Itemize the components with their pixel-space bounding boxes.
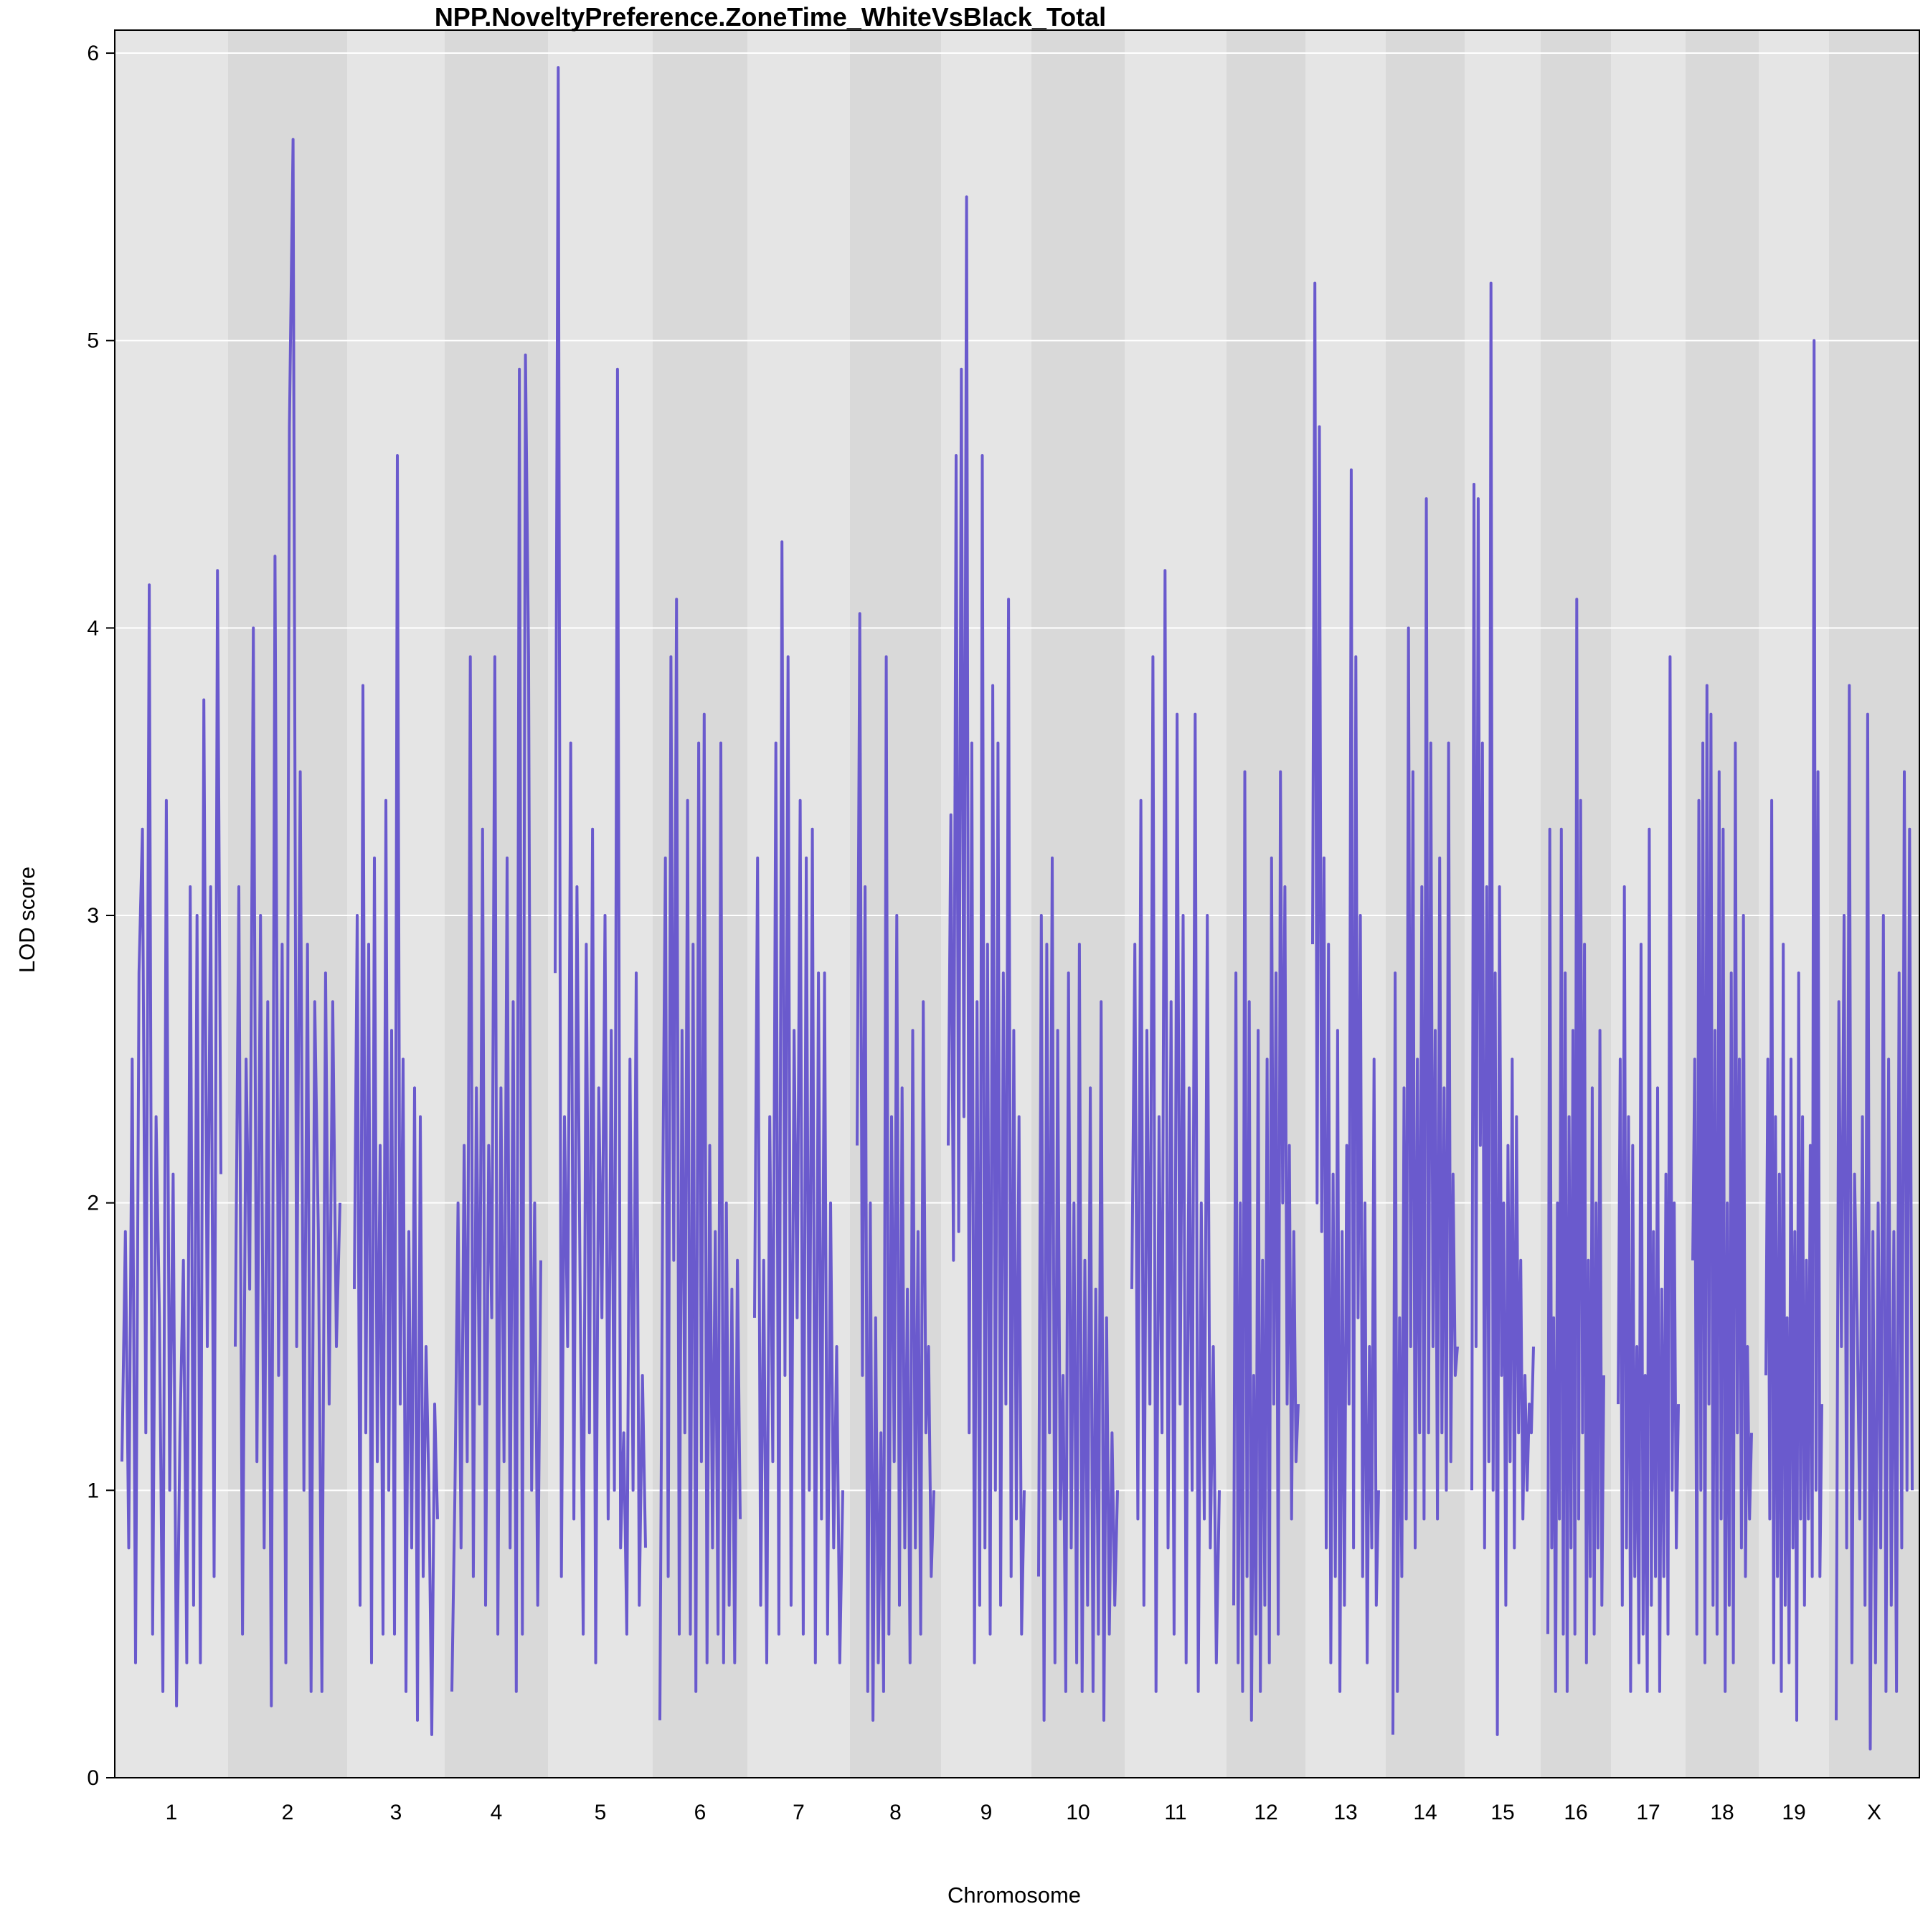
y-tick-label: 2 [87, 1192, 99, 1215]
y-tick-label: 5 [87, 329, 99, 353]
chromosome-band-5 [548, 30, 653, 1778]
lod-line-chr-1 [120, 569, 222, 1707]
lod-line-chr-3 [353, 454, 439, 1736]
lod-line-chr-13 [1311, 281, 1380, 1693]
x-axis-ticks: 1 2 3 4 5 6 7 8 9 10 11 12 13 14 15 16 17 18 19 X [166, 1801, 1881, 1824]
lod-line-chr-15 [1470, 281, 1535, 1736]
lod-line-chr-x [1835, 684, 1914, 1750]
plot-frame [114, 29, 1920, 1778]
x-tick-label: 7 [793, 1801, 805, 1824]
x-tick-label: 2 [282, 1801, 294, 1824]
lod-line-chr-8 [856, 612, 935, 1722]
x-tick-label: 3 [390, 1801, 402, 1824]
lod-line-chr-12 [1232, 770, 1300, 1722]
lod-line-chr-4 [450, 353, 542, 1693]
lod-line-chr-16 [1546, 598, 1605, 1693]
y-tick-label: 1 [87, 1479, 99, 1502]
x-tick-label: X [1867, 1801, 1881, 1824]
x-tick-label: 8 [889, 1801, 902, 1824]
y-axis-ticks: 0 1 2 3 4 5 6 [87, 42, 115, 1790]
x-tick-label: 6 [694, 1801, 707, 1824]
x-tick-label: 5 [595, 1801, 607, 1824]
x-tick-label: 12 [1254, 1801, 1277, 1824]
lod-series-layer [120, 66, 1914, 1750]
lod-line-chr-9 [947, 195, 1026, 1664]
x-tick-label: 16 [1564, 1801, 1587, 1824]
lod-line-chr-2 [234, 138, 341, 1707]
lod-line-chr-5 [554, 66, 647, 1664]
x-tick-label: 10 [1066, 1801, 1090, 1824]
lod-line-chr-18 [1691, 684, 1753, 1693]
chart-title: NPP.NoveltyPreference.ZoneTime_WhiteVsBl… [435, 2, 1106, 32]
x-tick-label: 15 [1490, 1801, 1514, 1824]
y-axis-label: LOD score [14, 867, 39, 973]
x-tick-label: 14 [1413, 1801, 1437, 1824]
y-tick-label: 0 [87, 1766, 99, 1790]
y-tick-label: 6 [87, 42, 99, 65]
lod-line-chr-10 [1037, 856, 1119, 1722]
lod-line-chr-11 [1130, 569, 1221, 1693]
x-tick-label: 11 [1164, 1801, 1186, 1824]
x-tick-label: 17 [1636, 1801, 1660, 1824]
lod-line-chr-6 [658, 598, 742, 1720]
y-tick-label: 4 [87, 616, 99, 640]
x-tick-label: 4 [491, 1801, 503, 1824]
lod-line-chr-19 [1764, 339, 1823, 1722]
x-tick-label: 18 [1710, 1801, 1734, 1824]
x-tick-label: 9 [980, 1801, 993, 1824]
x-tick-label: 13 [1333, 1801, 1357, 1824]
x-tick-label: 19 [1782, 1801, 1805, 1824]
lod-line-chr-14 [1391, 497, 1459, 1735]
x-tick-label: 1 [166, 1801, 178, 1824]
y-tick-label: 3 [87, 904, 99, 928]
lod-line-chr-17 [1617, 655, 1680, 1693]
lod-line-chr-7 [753, 540, 844, 1664]
x-axis-label: Chromosome [948, 1882, 1081, 1908]
